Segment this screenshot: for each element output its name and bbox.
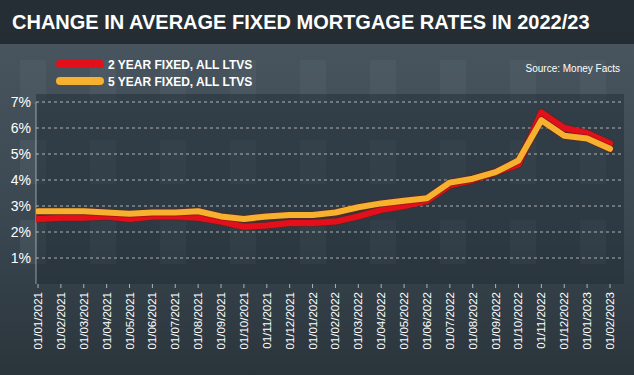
legend-swatch — [60, 60, 100, 68]
x-tick-label: 01/10/2021 — [238, 292, 250, 350]
x-tick — [335, 284, 336, 288]
y-tick-label: 5% — [11, 146, 31, 162]
legend-swatch — [60, 77, 100, 85]
y-axis-line — [36, 102, 37, 284]
x-tick-label: 01/05/2022 — [398, 292, 410, 350]
grid-line — [36, 102, 624, 103]
x-tick — [129, 284, 130, 288]
x-tick — [541, 284, 542, 288]
x-tick-label: 01/11/2021 — [261, 292, 273, 349]
x-tick — [289, 284, 290, 288]
y-tick-label: 6% — [11, 120, 31, 136]
x-tick — [198, 284, 199, 288]
x-tick-label: 01/02/2023 — [604, 292, 616, 350]
line-shadow — [38, 112, 610, 226]
y-tick-label: 2% — [11, 224, 31, 240]
x-tick-label: 01/09/2022 — [490, 292, 502, 350]
x-tick — [404, 284, 405, 288]
x-tick-label: 01/05/2021 — [124, 292, 136, 350]
chart: CHANGE IN AVERAGE FIXED MORTGAGE RATES I… — [0, 0, 634, 375]
grid-line — [36, 232, 624, 233]
x-tick-label: 01/01/2021 — [32, 292, 44, 350]
x-tick — [221, 284, 222, 288]
x-tick-label: 01/07/2021 — [169, 292, 181, 350]
x-tick — [106, 284, 107, 288]
x-tick-label: 01/08/2022 — [467, 292, 479, 350]
x-tick — [495, 284, 496, 288]
legend-label: 2 YEAR FIXED, ALL LTVS — [108, 58, 252, 72]
x-tick-label: 01/06/2021 — [146, 292, 158, 350]
title: CHANGE IN AVERAGE FIXED MORTGAGE RATES I… — [12, 11, 590, 33]
x-tick — [152, 284, 153, 288]
y-tick-label: 4% — [11, 172, 31, 188]
grid-line — [36, 206, 624, 207]
y-tick-label: 7% — [11, 94, 31, 110]
x-tick — [381, 284, 382, 288]
series-line — [38, 120, 610, 219]
plot-area — [36, 94, 624, 284]
x-tick — [449, 284, 450, 288]
background — [0, 0, 634, 375]
x-tick-label: 01/12/2021 — [284, 292, 296, 350]
x-tick-label: 01/03/2021 — [78, 292, 90, 350]
x-tick-label: 01/10/2022 — [512, 292, 524, 350]
x-tick — [472, 284, 473, 288]
x-tick — [175, 284, 176, 288]
y-tick-label: 1% — [11, 250, 31, 266]
x-tick — [266, 284, 267, 288]
legend-label: 5 YEAR FIXED, ALL LTVS — [108, 75, 252, 89]
x-tick — [38, 284, 39, 288]
x-tick — [518, 284, 519, 288]
x-tick-label: 01/02/2022 — [329, 292, 341, 350]
x-tick-label: 01/07/2022 — [444, 292, 456, 350]
x-tick — [426, 284, 427, 288]
x-tick — [587, 284, 588, 288]
grid-line — [36, 258, 624, 259]
x-tick-label: 01/11/2022 — [535, 292, 547, 349]
x-tick-label: 01/04/2021 — [101, 292, 113, 350]
x-tick-label: 01/02/2021 — [55, 292, 67, 350]
annotation: Source: Money Facts — [526, 63, 620, 74]
grid-line — [36, 180, 624, 181]
x-tick — [358, 284, 359, 288]
y-tick-label: 3% — [11, 198, 31, 214]
x-tick — [312, 284, 313, 288]
x-tick-label: 01/03/2022 — [352, 292, 364, 350]
x-tick-label: 01/06/2022 — [421, 292, 433, 350]
x-tick — [60, 284, 61, 288]
x-tick-label: 01/01/2023 — [581, 292, 593, 350]
line-shadow — [38, 120, 610, 219]
x-tick — [243, 284, 244, 288]
x-tick-label: 01/08/2021 — [192, 292, 204, 350]
x-tick-label: 01/01/2022 — [307, 292, 319, 350]
x-tick-label: 01/09/2021 — [215, 292, 227, 350]
grid-line — [36, 154, 624, 155]
x-tick-label: 01/04/2022 — [375, 292, 387, 350]
series-line — [38, 112, 610, 226]
x-tick — [564, 284, 565, 288]
x-tick-label: 01/12/2022 — [558, 292, 570, 350]
title-banner — [0, 0, 634, 44]
x-tick — [83, 284, 84, 288]
x-tick — [610, 284, 611, 288]
lines — [38, 112, 610, 226]
